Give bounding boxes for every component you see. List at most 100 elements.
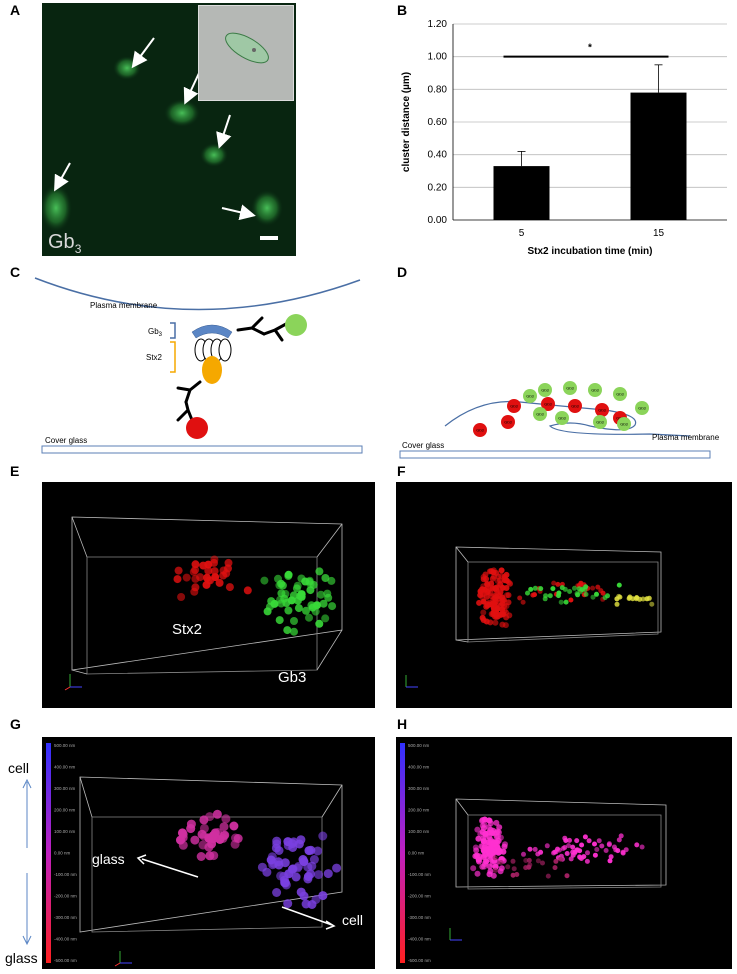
gb3-bead bbox=[593, 415, 607, 429]
stx2-depth-point bbox=[221, 814, 231, 824]
gb3-label: Gb3 bbox=[148, 327, 163, 338]
3d-render-f bbox=[396, 482, 732, 708]
colocalized-point bbox=[640, 596, 646, 602]
red-fluorophore bbox=[186, 417, 208, 439]
stx2-point bbox=[555, 581, 561, 587]
stx2-point bbox=[501, 574, 508, 581]
scale-tick-label: 500.00 nm bbox=[54, 743, 76, 748]
y-tick-label: 0.20 bbox=[428, 182, 448, 193]
brightfield-inset bbox=[198, 5, 294, 101]
colocalized-point bbox=[630, 596, 636, 602]
gb3-bead bbox=[538, 383, 552, 397]
gb3-point bbox=[292, 584, 301, 593]
depth-point bbox=[616, 837, 622, 843]
gb3-depth-point bbox=[272, 888, 282, 897]
depth-point bbox=[618, 833, 624, 839]
gb3-point bbox=[276, 595, 285, 604]
scale-tick-label: 300.00 nm bbox=[54, 786, 76, 791]
gb3-point bbox=[265, 602, 274, 611]
gb3-depth-point bbox=[332, 863, 342, 873]
gb3-point bbox=[302, 606, 310, 615]
plasma-membrane-curve bbox=[34, 277, 361, 311]
diagram-c-svg: Plasma membrane Gb3 Stx2 Cover glass bbox=[34, 277, 363, 454]
axis-triad-e bbox=[64, 674, 82, 691]
stx2-depth-point bbox=[197, 829, 207, 839]
stx2-point bbox=[499, 611, 506, 618]
micrograph-a-svg: Gb3 bbox=[40, 37, 283, 256]
bead-label: Gb3 bbox=[566, 386, 574, 391]
stx2-point bbox=[174, 566, 183, 575]
depth-point bbox=[563, 838, 569, 843]
gb3-point bbox=[616, 582, 622, 588]
colocalized-point bbox=[633, 596, 639, 602]
depth-point bbox=[592, 841, 597, 847]
significance-star: * bbox=[588, 43, 592, 54]
gb3-point bbox=[328, 602, 337, 611]
stx2-point bbox=[191, 560, 200, 569]
depth-point bbox=[480, 825, 487, 832]
y-tick-label: 0.40 bbox=[428, 150, 448, 161]
gb3-point bbox=[550, 586, 556, 592]
panel-label-c: C bbox=[10, 264, 21, 280]
gb3-depth-point bbox=[268, 860, 278, 870]
gb3-bead bbox=[563, 381, 577, 395]
gb3-depth-point bbox=[296, 835, 306, 845]
3d-render-e: Stx2 Gb3 bbox=[42, 482, 375, 708]
gb3-point bbox=[260, 576, 269, 585]
bead-label: Gb3 bbox=[558, 416, 566, 421]
x-tick-label: 5 bbox=[519, 228, 525, 239]
stx2-point bbox=[598, 588, 604, 594]
gb3-point bbox=[297, 574, 306, 583]
depth-point bbox=[540, 860, 545, 866]
bar bbox=[630, 92, 687, 220]
axis-triad-g bbox=[114, 951, 132, 967]
depth-point bbox=[494, 839, 501, 846]
scale-tick-label: 0.00 nm bbox=[408, 851, 425, 856]
arrow-4 bbox=[54, 162, 71, 192]
colocalized-point bbox=[646, 595, 652, 601]
plasma-membrane-label-d: Plasma membrane bbox=[652, 433, 720, 442]
scale-tick-label: -500.00 nm bbox=[54, 958, 77, 963]
stx2-point bbox=[480, 617, 487, 623]
stx2-point bbox=[480, 609, 487, 616]
bead-label: Gb3 bbox=[598, 408, 606, 413]
depth-point bbox=[480, 847, 487, 853]
gb3-point bbox=[602, 595, 608, 601]
depth-point bbox=[482, 860, 488, 867]
depth-point bbox=[586, 838, 592, 844]
stx2-depth-point bbox=[186, 823, 196, 833]
stx2-point bbox=[476, 599, 483, 606]
depth-point bbox=[566, 843, 572, 849]
stx2-bead bbox=[473, 423, 487, 437]
cover-glass bbox=[41, 445, 363, 454]
stx2-point bbox=[505, 592, 512, 599]
stx2-point bbox=[480, 574, 487, 580]
stx2-point bbox=[215, 578, 224, 587]
depth-point bbox=[501, 843, 508, 850]
stx2-point bbox=[532, 592, 537, 598]
depth-point bbox=[574, 838, 580, 844]
depth-point bbox=[553, 858, 559, 864]
stx2-point bbox=[498, 602, 504, 609]
stx2-point bbox=[479, 594, 486, 601]
depth-point bbox=[497, 868, 504, 875]
stx2-point bbox=[551, 580, 557, 586]
gb3-point bbox=[525, 590, 530, 596]
gb3-depth-point bbox=[318, 831, 328, 841]
gb3-depth-point bbox=[291, 872, 301, 882]
gb3-point bbox=[538, 586, 544, 592]
bead-label: Gb3 bbox=[510, 404, 518, 409]
stx2-point bbox=[492, 619, 499, 626]
stx2-point bbox=[494, 606, 501, 613]
3d-render-g: 500.00 nm 400.00 nm 300.00 nm 200.00 nm 100.… bbox=[42, 737, 375, 969]
gb3-depth-point bbox=[274, 846, 284, 855]
colocalized-point bbox=[614, 596, 620, 602]
stx2-depth-point bbox=[212, 809, 222, 819]
depth-point bbox=[470, 865, 477, 872]
stx2-point bbox=[505, 599, 512, 606]
gb3-depth-point bbox=[283, 899, 293, 909]
depth-point bbox=[579, 842, 585, 848]
scale-tick-label: -400.00 nm bbox=[54, 937, 77, 942]
depth-point bbox=[474, 826, 481, 833]
